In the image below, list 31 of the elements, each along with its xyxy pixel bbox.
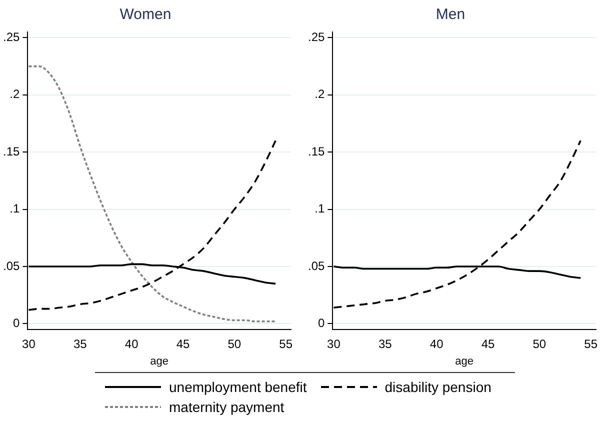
x-tick-label: 30 bbox=[22, 336, 36, 351]
x-tick-label: 50 bbox=[532, 336, 546, 351]
x-axis-title: age bbox=[150, 355, 169, 368]
y-tick-label: .25 bbox=[308, 30, 325, 44]
y-tick-label: .1 bbox=[314, 202, 325, 216]
y-tick-label: .25 bbox=[2, 30, 20, 44]
y-tick-label: 0 bbox=[12, 316, 20, 330]
chart-title: Women bbox=[120, 6, 172, 24]
y-tick-label: .2 bbox=[10, 87, 20, 102]
legend-label: unemployment benefit bbox=[169, 379, 307, 395]
x-tick-label: 50 bbox=[228, 336, 242, 351]
x-tick-label: 45 bbox=[481, 336, 495, 351]
legend-label: maternity payment bbox=[169, 399, 284, 415]
y-tick-label: .1 bbox=[10, 202, 20, 216]
x-tick-label: 35 bbox=[73, 336, 88, 351]
x-tick-label: 40 bbox=[430, 336, 444, 351]
x-tick-label: 55 bbox=[279, 336, 293, 351]
x-tick-label: 55 bbox=[584, 336, 598, 351]
y-tick-label: .15 bbox=[308, 144, 325, 158]
y-tick-label: .05 bbox=[308, 258, 325, 273]
x-axis-title: age bbox=[455, 355, 474, 368]
x-tick-label: 30 bbox=[327, 336, 341, 351]
y-tick-label: .05 bbox=[2, 258, 20, 273]
chart-title: Men bbox=[436, 6, 466, 24]
x-tick-label: 40 bbox=[124, 336, 139, 351]
y-tick-label: 0 bbox=[318, 316, 325, 330]
y-tick-label: .2 bbox=[314, 87, 325, 102]
x-tick-label: 45 bbox=[176, 336, 190, 351]
x-tick-label: 35 bbox=[378, 336, 392, 351]
legend-label: disability pension bbox=[384, 379, 492, 395]
y-tick-label: .15 bbox=[2, 144, 20, 158]
